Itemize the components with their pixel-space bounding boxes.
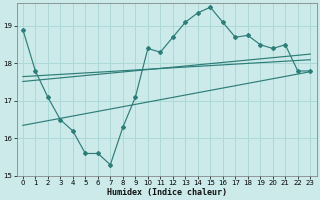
X-axis label: Humidex (Indice chaleur): Humidex (Indice chaleur) [107,188,227,197]
